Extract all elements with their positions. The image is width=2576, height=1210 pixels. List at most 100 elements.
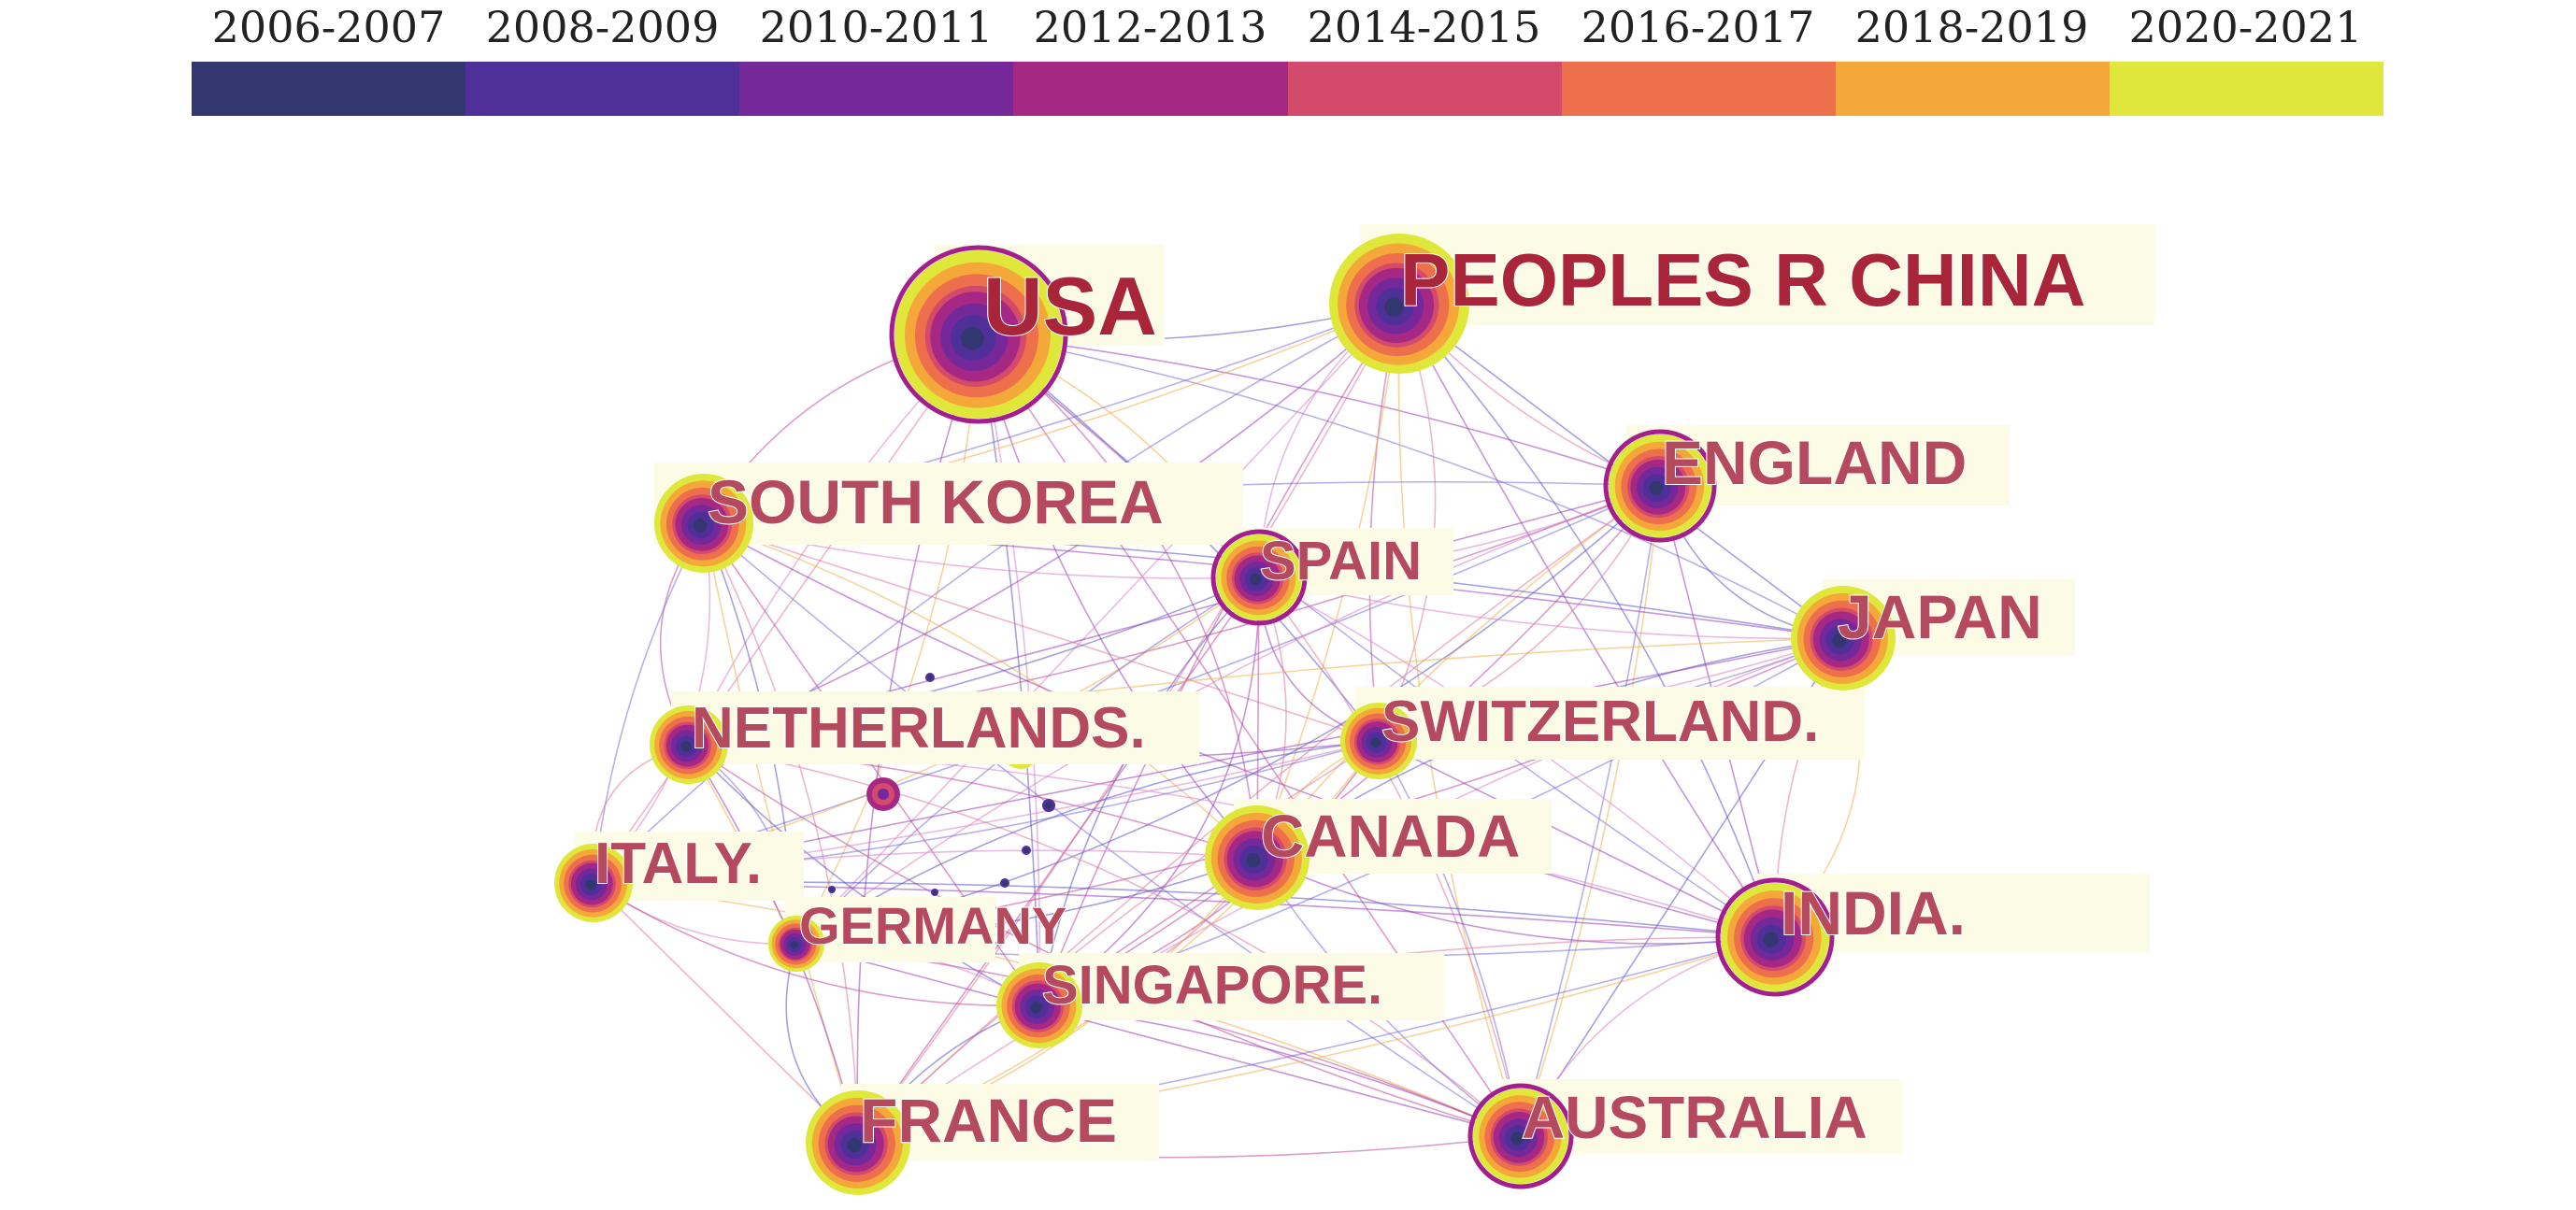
country-node-italy — [554, 844, 633, 922]
country-labels: USA PEOPLES R CHINA ENGLAND SOUTH KOREA … — [594, 237, 2086, 1156]
collaboration-link — [703, 522, 1258, 859]
legend-year-label: 2020-2021 — [2128, 2, 2363, 52]
node-ring — [1030, 1001, 1042, 1014]
legend-color-segment — [1013, 62, 1288, 116]
node-ring — [1384, 297, 1404, 317]
legend-color-segment — [739, 62, 1014, 116]
country-node-germany — [1715, 877, 1835, 997]
timeline-legend-labels: 2006-2007 2008-2009 2010-2011 2012-2013 … — [192, 2, 2383, 58]
country-node-canada — [1205, 805, 1309, 910]
collaboration-link — [1038, 303, 1400, 1006]
legend-color-segment — [192, 62, 466, 116]
country-node-india — [768, 916, 824, 972]
country-label-canada: CANADA — [1261, 803, 1520, 870]
country-label-usa: USA — [983, 260, 1157, 352]
collaboration-link — [795, 943, 1522, 1137]
minor-node — [1023, 847, 1029, 853]
country-node-spain — [1210, 529, 1308, 626]
country-label-spain: SPAIN — [1260, 531, 1422, 591]
country-node-japan — [1791, 586, 1896, 690]
node-ring — [1246, 852, 1261, 868]
country-label-india: GERMANY — [799, 896, 1066, 955]
node-ring — [1510, 1132, 1524, 1146]
minor-node — [1045, 802, 1052, 809]
collaboration-link — [593, 882, 1040, 1007]
country-label-england: ENGLAND — [1662, 428, 1967, 497]
node-ring — [585, 879, 596, 890]
node-ring — [1763, 932, 1779, 947]
country-node-england — [1603, 429, 1717, 543]
collaboration-link — [795, 334, 980, 945]
node-outer-ring — [1210, 529, 1308, 626]
country-label-netherlands: NETHERLANDS. — [692, 696, 1146, 761]
label-highlight — [1355, 687, 1865, 760]
country-node-australia — [1467, 1083, 1574, 1189]
node-ring — [847, 1137, 862, 1153]
country-label-switzerland: SWITZERLAND. — [1381, 690, 1819, 754]
collaboration-link — [703, 522, 1522, 1137]
label-highlight — [1360, 224, 2154, 325]
collaboration-link — [688, 744, 1522, 1137]
collaboration-link — [1378, 740, 1776, 938]
legend-color-segment — [1561, 62, 1836, 116]
country-node-france — [806, 1090, 910, 1195]
node-ring — [961, 326, 984, 350]
node-ring — [1832, 633, 1847, 648]
legend-year-label: 2008-2009 — [485, 2, 720, 52]
collaboration-link — [978, 334, 1844, 639]
country-label-germany: INDIA. — [1781, 878, 1966, 947]
country-label-australia: AUSTRALIA — [1522, 1084, 1868, 1151]
country-node-switzerland — [1340, 703, 1417, 779]
country-label-france: FRANCE — [860, 1086, 1117, 1155]
country-label-singapore: SINGAPORE. — [1042, 955, 1382, 1016]
collaboration-link — [857, 577, 1260, 1144]
country-node-southkorea — [654, 474, 753, 573]
legend-year-label: 2014-2015 — [1307, 2, 1541, 52]
legend-color-segment — [1287, 62, 1562, 116]
node-ring — [1370, 737, 1381, 748]
country-nodes — [554, 234, 1896, 1195]
node-outer-ring — [1467, 1083, 1574, 1189]
collaboration-link — [978, 334, 1040, 1006]
node-ring — [1649, 481, 1664, 496]
collaboration-link — [1520, 485, 1661, 1137]
country-label-china: PEOPLES R CHINA — [1400, 238, 2085, 321]
label-highlight — [1019, 953, 1444, 1020]
minor-node — [830, 888, 834, 891]
minor-node — [1002, 880, 1008, 886]
node-ring — [680, 741, 692, 752]
timeline-color-bar — [192, 62, 2383, 116]
node-outer-ring — [1715, 877, 1835, 997]
collaboration-link — [978, 334, 1661, 487]
legend-color-segment — [1835, 62, 2110, 116]
country-label-italy: ITALY. — [594, 832, 762, 896]
node-ring — [790, 941, 798, 949]
node-outer-ring — [1603, 429, 1717, 543]
country-node-china — [1329, 234, 1469, 374]
minor-node — [878, 789, 889, 800]
country-node-netherlands — [650, 705, 728, 784]
legend-year-label: 2010-2011 — [759, 2, 994, 52]
collaboration-link — [703, 522, 859, 1144]
legend-color-segment — [2109, 62, 2383, 116]
collaboration-link — [978, 334, 1041, 1006]
legend-year-label: 2006-2007 — [211, 2, 446, 52]
collaboration-link — [593, 334, 980, 884]
collaboration-link — [1038, 577, 1260, 1006]
country-label-south-korea: SOUTH KOREA — [708, 467, 1164, 536]
legend-year-label: 2012-2013 — [1033, 2, 1267, 52]
legend-year-label: 2018-2019 — [1854, 2, 2089, 52]
collaboration-link — [795, 485, 1661, 945]
minor-node — [927, 675, 933, 680]
collaboration-link — [795, 303, 1400, 945]
legend-year-label: 2016-2017 — [1581, 2, 1815, 52]
collaboration-link — [1398, 303, 1776, 938]
country-label-japan: JAPAN — [1838, 582, 2042, 651]
node-outer-ring — [889, 245, 1068, 424]
collaboration-link — [857, 740, 1380, 1144]
collaboration-link — [688, 744, 1040, 1006]
collaboration-link — [593, 303, 1400, 884]
collaboration-link — [978, 334, 1776, 938]
country-node-usa — [889, 245, 1068, 424]
